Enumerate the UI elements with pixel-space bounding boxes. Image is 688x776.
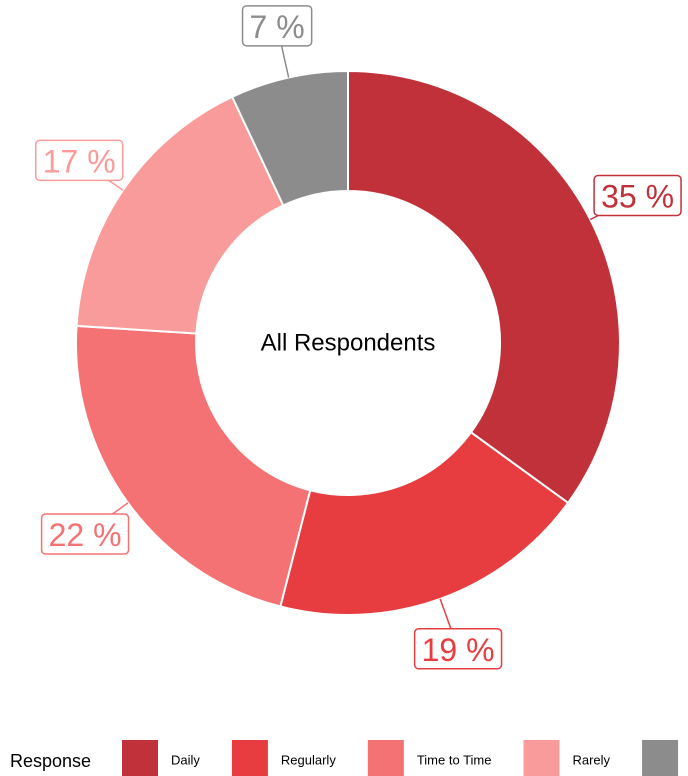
legend-label: Regularly xyxy=(281,753,336,768)
data-label-box xyxy=(413,628,503,670)
legend-swatch xyxy=(523,740,560,776)
data-label-box xyxy=(241,5,313,47)
data-label-group: 7 % xyxy=(241,5,313,47)
data-label-group: 17 % xyxy=(34,139,124,182)
data-label: 7 % xyxy=(250,9,305,45)
legend-swatch xyxy=(367,740,404,776)
data-label: 22 % xyxy=(49,517,122,553)
legend-swatch xyxy=(231,740,268,776)
slice xyxy=(279,430,570,616)
slice xyxy=(75,324,312,608)
legend-label: Rarely xyxy=(572,753,610,768)
slice xyxy=(230,69,349,207)
legend-label: Daily xyxy=(171,753,200,768)
legend-swatch xyxy=(642,740,679,776)
data-label-box xyxy=(593,174,682,217)
slice xyxy=(347,69,621,505)
data-label: 35 % xyxy=(601,178,674,214)
data-label: 17 % xyxy=(43,143,116,179)
slice xyxy=(75,95,285,335)
data-label-box xyxy=(40,513,130,555)
legend-label: Time to Time xyxy=(417,753,492,768)
data-label-group: 35 % xyxy=(593,174,682,217)
legend-title: Response xyxy=(10,751,91,771)
data-label: 19 % xyxy=(422,632,495,668)
center-text: All Respondents xyxy=(261,330,436,357)
data-label-box xyxy=(34,139,124,182)
data-label-group: 22 % xyxy=(40,513,130,555)
data-label-group: 19 % xyxy=(413,628,503,670)
legend-swatch xyxy=(122,740,158,776)
